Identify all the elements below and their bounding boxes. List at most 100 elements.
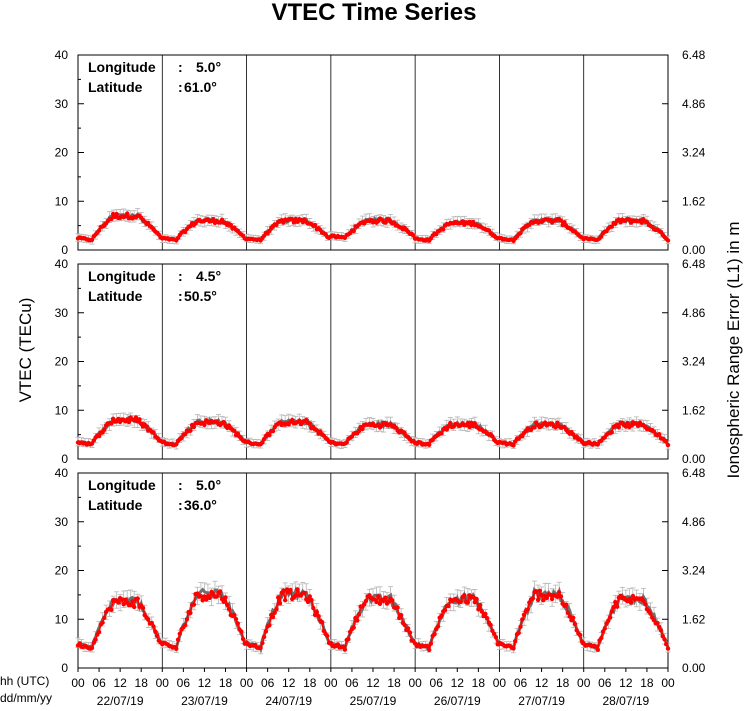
measured-point: [130, 599, 135, 604]
measured-point: [312, 222, 318, 228]
y-tick-label: 30: [55, 515, 69, 529]
y-tick-label: 20: [55, 564, 69, 578]
measured-point: [655, 620, 660, 626]
measured-point: [405, 626, 411, 631]
measured-point: [427, 442, 432, 447]
measured-point: [476, 607, 481, 612]
x-date-label: 28/07/19: [602, 694, 649, 708]
measured-point: [428, 641, 434, 646]
measured-point: [297, 418, 302, 423]
right-y-tick-label: 3.24: [682, 355, 706, 369]
measured-point: [214, 594, 219, 599]
x-hour-label: 00: [493, 676, 507, 690]
longitude-colon: :: [178, 59, 183, 75]
measured-point: [151, 624, 156, 629]
measured-point: [599, 635, 604, 641]
measured-point: [267, 433, 272, 438]
measured-point: [442, 607, 448, 613]
measured-point: [96, 228, 102, 233]
measured-point: [627, 596, 632, 602]
measured-point: [613, 599, 618, 605]
longitude-value: 4.5°: [196, 268, 221, 284]
measured-point: [302, 590, 307, 596]
measured-point: [465, 420, 470, 426]
measured-point: [511, 646, 516, 651]
measured-point: [628, 423, 634, 428]
latitude-value: 36.0°: [184, 497, 217, 513]
measured-point: [356, 612, 362, 617]
measured-point: [607, 615, 613, 620]
measured-point: [182, 623, 188, 628]
longitude-colon: :: [178, 477, 183, 493]
measured-point: [177, 631, 182, 636]
measured-point: [470, 219, 476, 225]
measured-point: [89, 237, 95, 242]
measured-point: [558, 594, 564, 599]
measured-point: [518, 624, 523, 629]
measured-point: [635, 423, 641, 428]
measured-point: [270, 429, 276, 434]
measured-point: [140, 605, 146, 611]
measured-point: [305, 599, 311, 605]
y-tick-label: 0: [61, 661, 68, 675]
y-tick-label: 30: [55, 306, 69, 320]
measured-point: [207, 595, 212, 601]
x-hour-label: 18: [303, 676, 317, 690]
measured-point: [439, 613, 444, 618]
measured-point: [571, 615, 576, 620]
measured-point: [154, 633, 160, 638]
measured-point: [395, 605, 400, 610]
x-hour-label: 06: [430, 676, 444, 690]
y-axis-label: VTEC (TECu): [16, 298, 35, 403]
measured-point: [135, 596, 140, 601]
latitude-label: Latitude: [88, 288, 143, 304]
latitude-colon: :: [178, 79, 183, 95]
x-date-label: 23/07/19: [181, 694, 228, 708]
measured-point: [121, 602, 126, 607]
measured-point: [544, 595, 549, 601]
measured-point: [376, 594, 381, 599]
measured-point: [609, 430, 614, 435]
measured-point: [228, 222, 233, 228]
right-y-tick-label: 0.00: [682, 243, 706, 257]
measured-point: [188, 610, 193, 616]
measured-point: [291, 220, 297, 225]
measured-point: [239, 629, 244, 634]
measured-point: [534, 589, 539, 594]
measured-point: [427, 647, 432, 653]
measured-point: [374, 599, 379, 605]
measured-point: [462, 593, 467, 598]
measured-point: [314, 609, 319, 615]
measured-point: [288, 587, 293, 593]
x-hour-label: 12: [619, 676, 633, 690]
measured-point: [641, 598, 646, 603]
measured-point: [174, 646, 179, 651]
latitude-colon: :: [178, 497, 183, 513]
measured-point: [477, 602, 483, 608]
right-y-tick-label: 3.24: [682, 146, 706, 160]
measured-point: [263, 629, 269, 634]
measured-point: [362, 602, 367, 607]
measured-point: [126, 419, 132, 425]
measured-point: [153, 629, 158, 634]
measured-point: [516, 630, 521, 636]
measured-point: [398, 612, 404, 618]
measured-point: [530, 596, 535, 601]
measured-point: [518, 230, 523, 236]
measured-point: [342, 647, 348, 652]
measured-point: [346, 637, 351, 642]
measured-point: [174, 442, 179, 447]
measured-point: [474, 596, 479, 602]
measured-point: [200, 598, 205, 603]
measured-point: [93, 637, 98, 642]
measured-point: [202, 422, 207, 428]
measured-point: [293, 593, 298, 598]
x-hour-label: 00: [156, 676, 170, 690]
x-hour-label: 00: [577, 676, 591, 690]
measured-point: [493, 635, 499, 640]
latitude-label: Latitude: [88, 79, 143, 95]
measured-point: [146, 617, 151, 622]
measured-point: [460, 219, 465, 224]
measured-point: [472, 600, 477, 605]
measured-point: [132, 604, 137, 610]
